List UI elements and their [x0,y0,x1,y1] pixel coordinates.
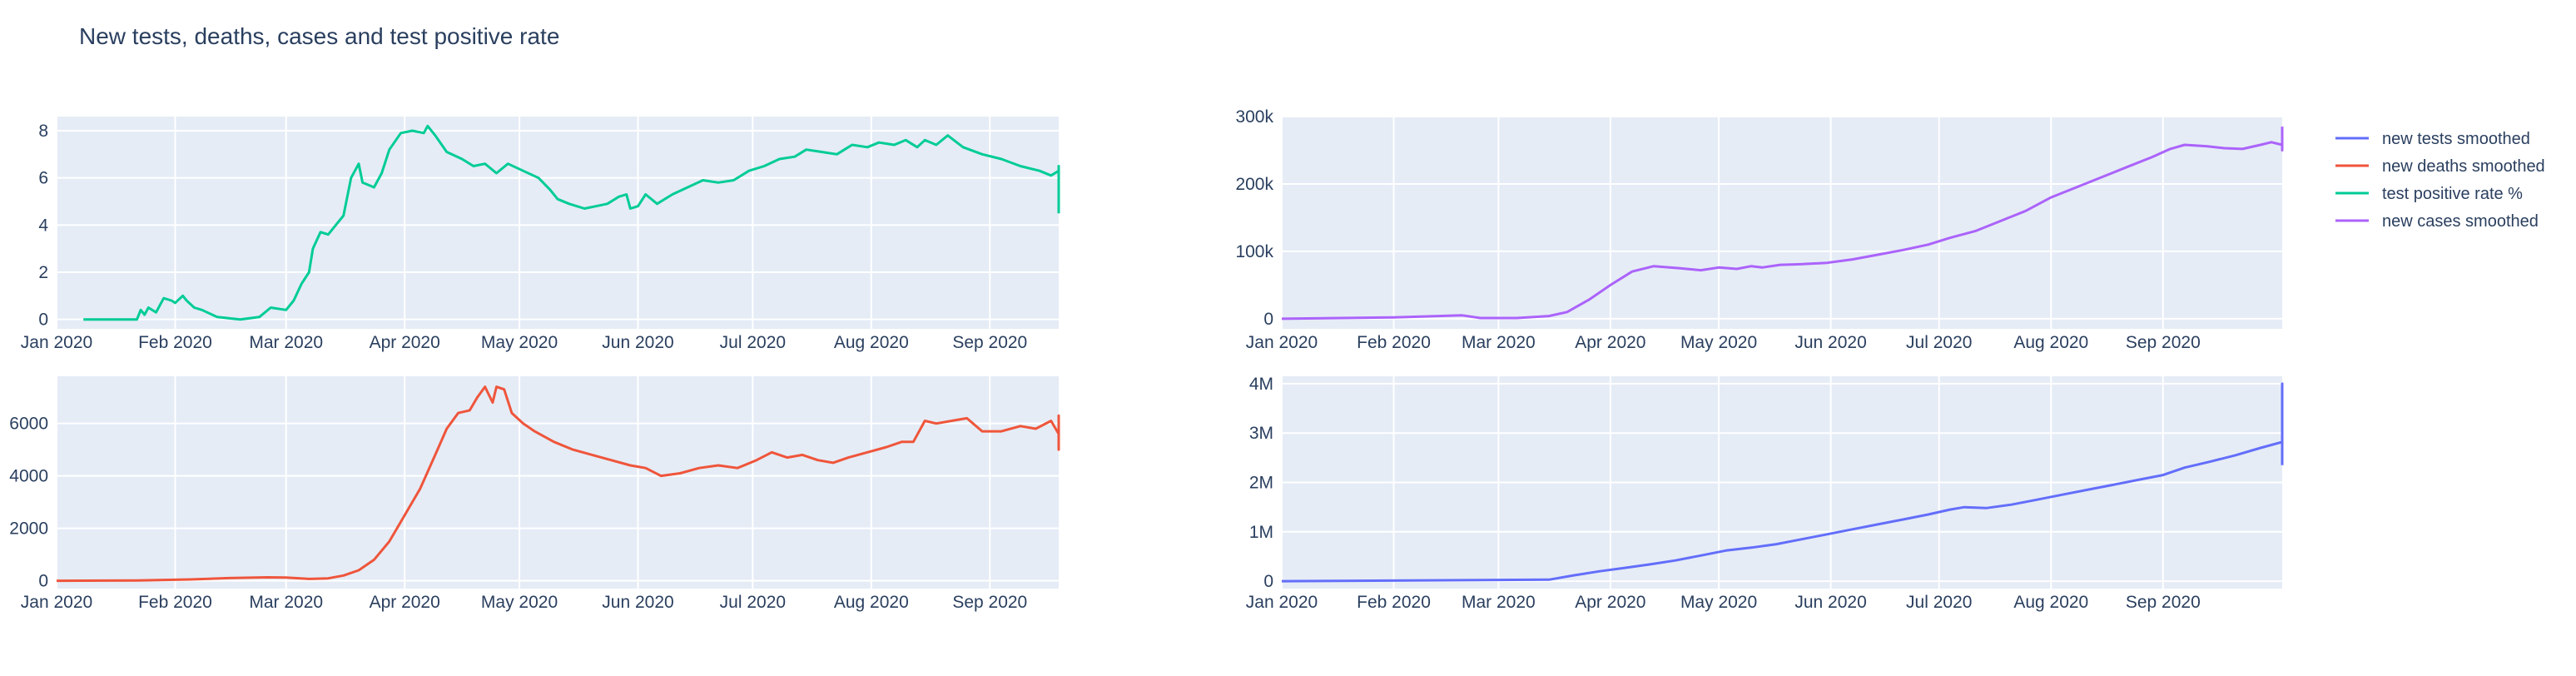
y-tick-label: 4M [1249,375,1273,394]
x-tick-label: Aug 2020 [834,333,909,352]
subplot-top-right: 0 100k 200k 300k Jan 2020 Feb 2020 Mar 2020 Apr… [1235,107,2284,352]
series-line-test-positive-rate-[interactable] [83,124,1060,321]
x-tick-label: May 2020 [1680,593,1757,612]
series-line-new-cases-smoothed[interactable] [1281,127,2284,321]
y-tick-label: 100k [1235,242,1273,261]
y-tick-label: 2 [38,263,48,282]
x-tick-label: Jul 2020 [1906,333,1972,352]
x-tick-label: Jan 2020 [21,333,92,352]
x-tick-label: Feb 2020 [138,593,212,612]
series-line-new-deaths-smoothed[interactable] [56,385,1060,583]
plot-area [57,117,1059,329]
y-tick-label: 2M [1249,474,1273,493]
x-tick-label: Jun 2020 [1794,333,1866,352]
x-tick-label: May 2020 [1680,333,1757,352]
x-tick-label: Apr 2020 [1575,593,1645,612]
x-tick-label: Apr 2020 [1575,333,1645,352]
x-tick-label: Jan 2020 [1246,593,1318,612]
series-line-new-tests-smoothed[interactable] [1281,382,2284,583]
x-tick-label: Sep 2020 [952,593,1027,612]
x-tick-label: Aug 2020 [2013,593,2088,612]
x-tick-label: Jun 2020 [1794,593,1866,612]
x-tick-label: Apr 2020 [370,593,440,612]
x-tick-label: Mar 2020 [249,333,323,352]
legend-label: new cases smoothed [2382,212,2539,231]
x-tick-label: Feb 2020 [1357,333,1431,352]
x-tick-label: Apr 2020 [370,333,440,352]
y-tick-label: 200k [1235,175,1273,194]
x-tick-label: Aug 2020 [834,593,909,612]
y-tick-label: 0 [38,311,48,330]
chart-title: New tests, deaths, cases and test positi… [79,23,560,49]
y-tick-label: 3M [1249,424,1273,443]
x-tick-label: Jun 2020 [602,593,673,612]
y-tick-label: 300k [1235,107,1273,127]
x-tick-label: Jul 2020 [1906,593,1972,612]
legend-item[interactable]: new deaths smoothed [2335,157,2545,176]
subplot-bottom-left: 0 2000 4000 6000 Jan 2020 Feb 2020 Mar 2020 Apr… [9,376,1060,612]
x-tick-label: May 2020 [481,593,558,612]
legend-item[interactable]: new cases smoothed [2335,212,2539,231]
y-tick-label: 6 [38,169,48,188]
legend-label: new tests smoothed [2382,130,2530,148]
x-tick-label: Jul 2020 [720,593,786,612]
y-tick-label: 6000 [9,415,48,434]
x-tick-label: Sep 2020 [2126,593,2201,612]
x-tick-label: Sep 2020 [952,333,1027,352]
y-tick-label: 2000 [9,519,48,539]
x-tick-label: Feb 2020 [1357,593,1431,612]
plot-area [57,376,1059,589]
x-tick-label: Jun 2020 [602,333,673,352]
x-tick-label: Jul 2020 [720,333,786,352]
legend-item[interactable]: new tests smoothed [2335,130,2530,148]
y-tick-label: 4000 [9,467,48,486]
y-tick-label: 0 [38,572,48,591]
x-tick-label: Sep 2020 [2126,333,2201,352]
x-tick-label: Feb 2020 [138,333,212,352]
x-tick-label: Mar 2020 [1462,333,1536,352]
legend-label: new deaths smoothed [2382,157,2545,176]
subplot-top-left: 0 2 4 6 8 Jan 2020 Feb 2020 Mar 2020 Apr 2020 May… [21,117,1060,352]
y-tick-label: 8 [38,122,48,141]
x-tick-label: Jan 2020 [1246,333,1318,352]
x-tick-label: Jan 2020 [21,593,92,612]
y-tick-label: 4 [38,216,48,235]
y-tick-label: 1M [1249,523,1273,542]
y-tick-label: 0 [1263,572,1273,591]
subplot-bottom-right: 0 1M 2M 3M 4M Jan 2020 Feb 2020 Mar 2020 Apr 202… [1246,375,2284,612]
legend[interactable]: new tests smoothed new deaths smoothed tes… [2335,130,2545,231]
x-tick-label: Mar 2020 [249,593,323,612]
legend-item[interactable]: test positive rate % [2335,185,2523,203]
y-tick-label: 0 [1263,310,1273,329]
plot-area [1282,117,2282,329]
x-tick-label: Mar 2020 [1462,593,1536,612]
x-tick-label: Aug 2020 [2013,333,2088,352]
x-tick-label: May 2020 [481,333,558,352]
legend-label: test positive rate % [2382,185,2523,203]
